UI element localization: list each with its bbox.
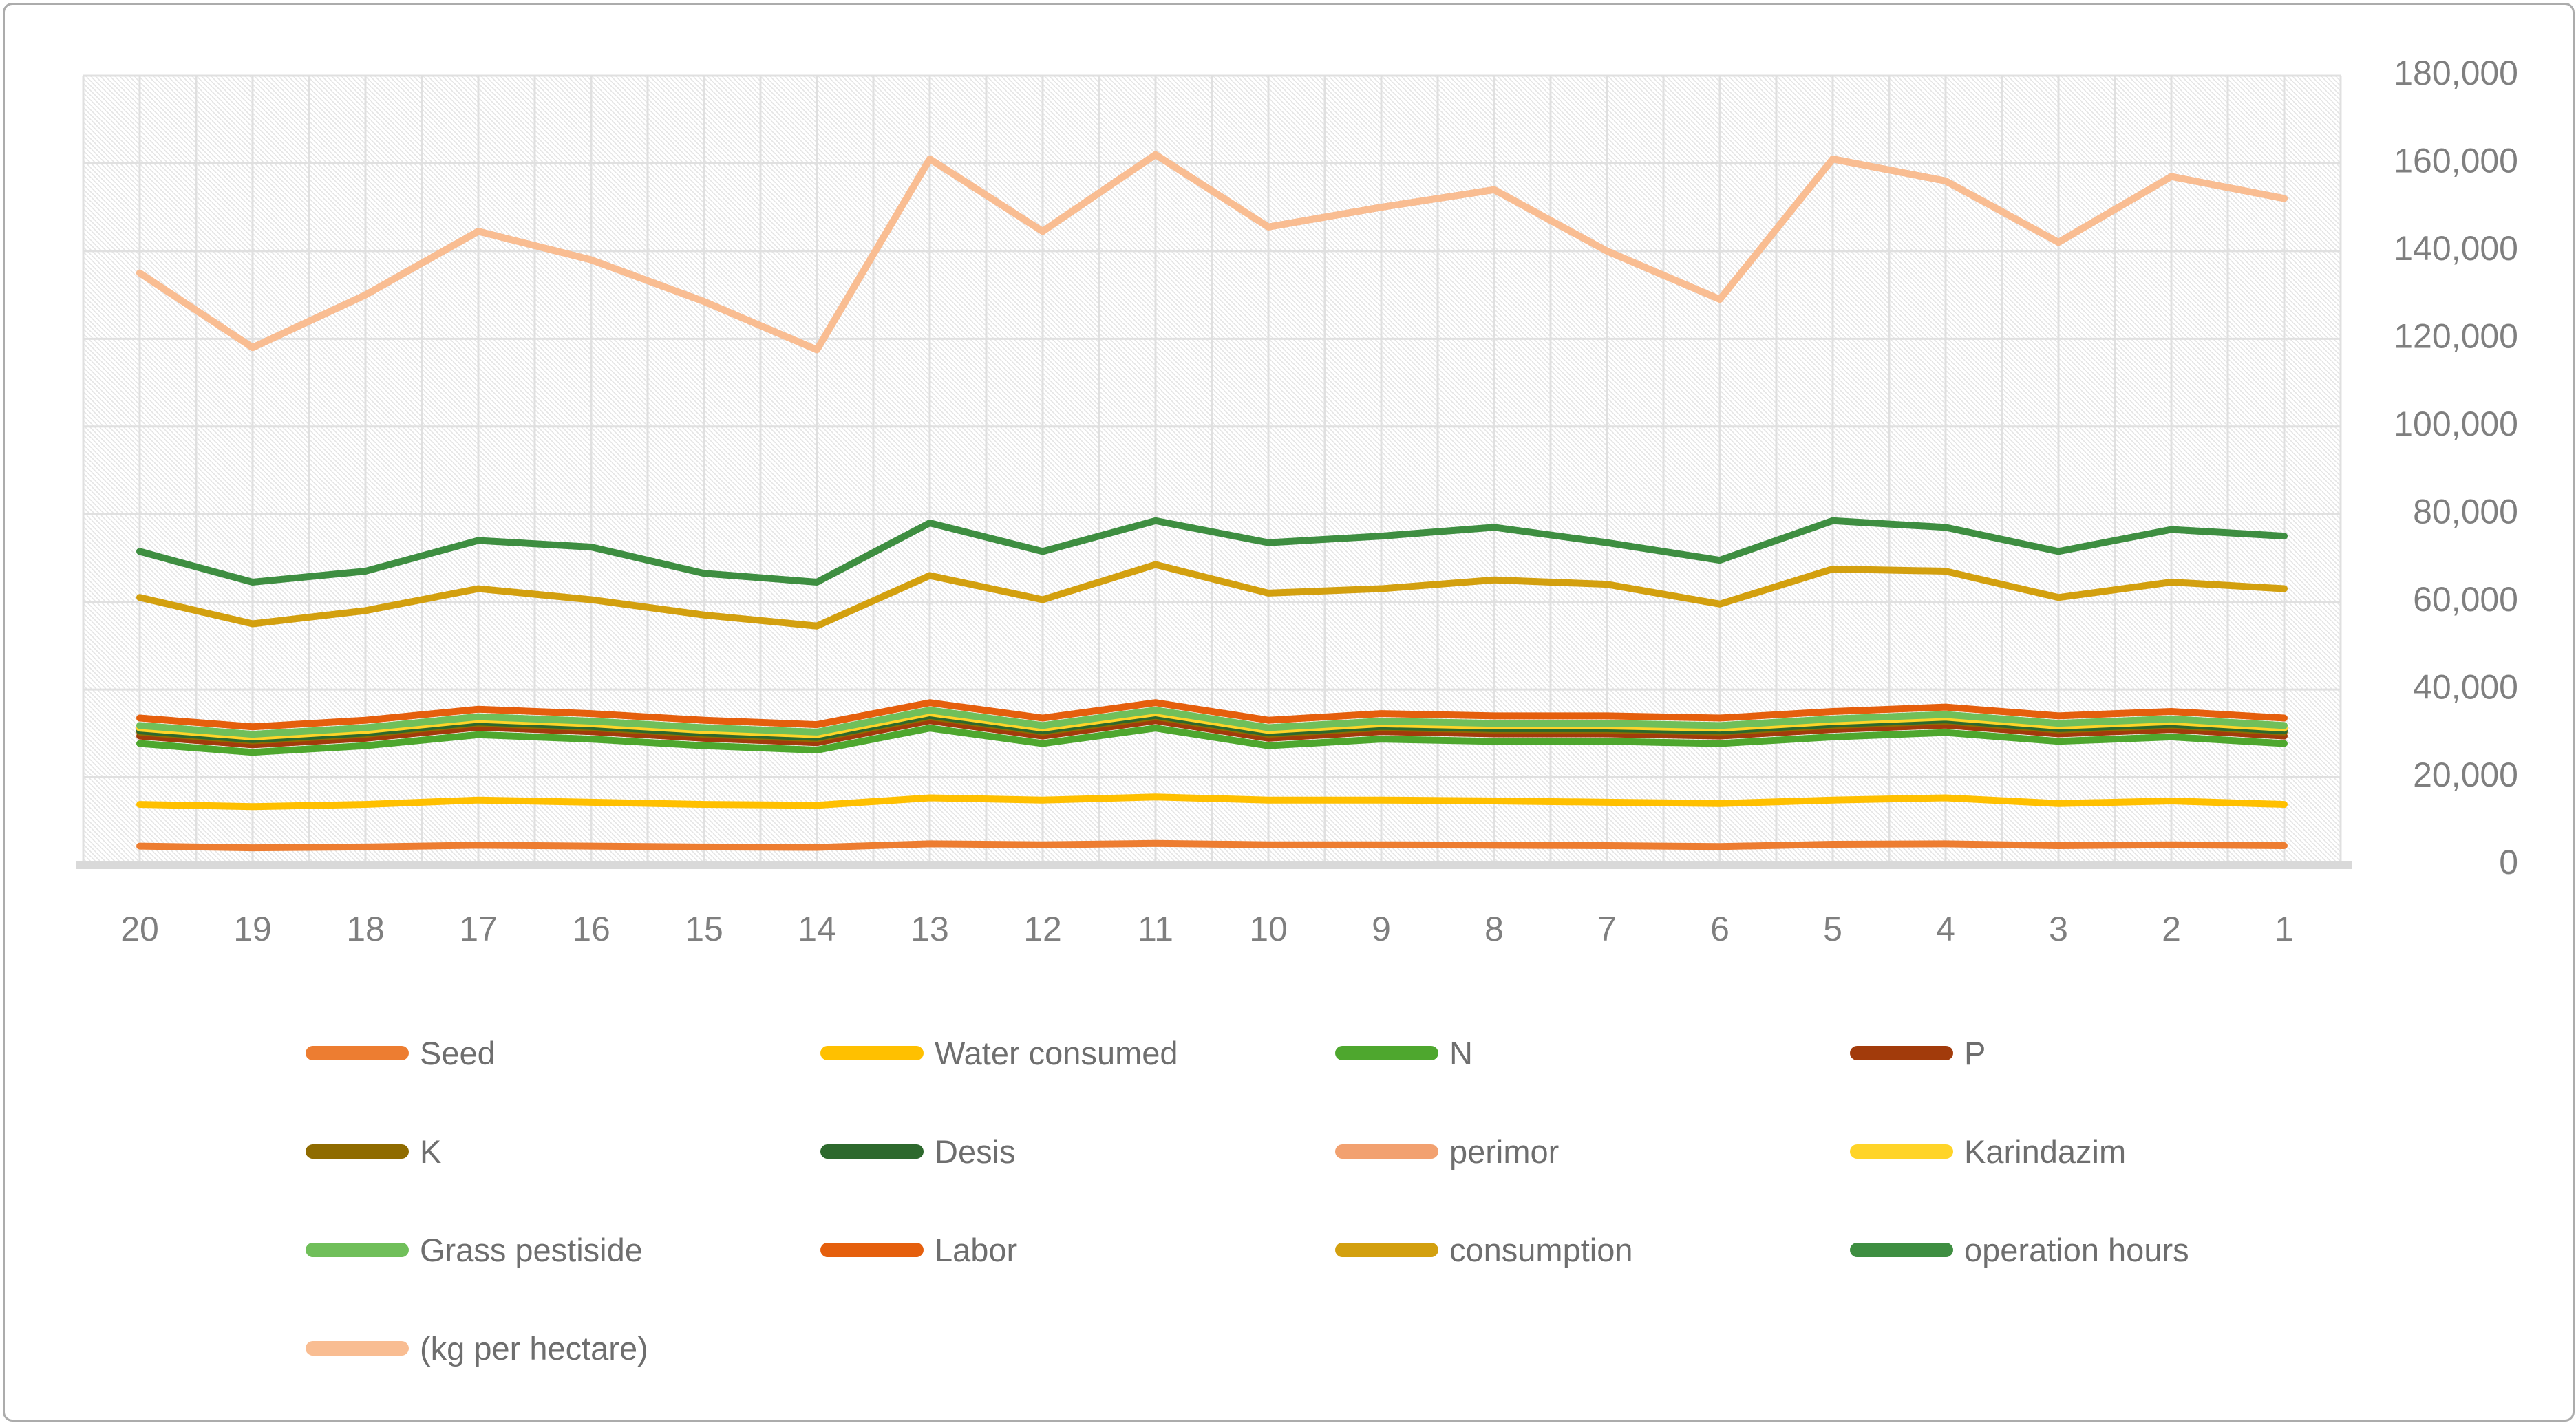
legend-swatch-n [1335, 1046, 1438, 1060]
legend-label: consumption [1449, 1232, 1633, 1268]
y-axis-tick-label: 80,000 [2413, 492, 2518, 531]
y-axis-tick-label: 180,000 [2394, 54, 2518, 92]
x-axis-tick-label: 13 [911, 910, 949, 948]
legend-label: N [1449, 1035, 1473, 1071]
legend-label: Water consumed [935, 1035, 1178, 1071]
x-axis-tick-label: 15 [685, 910, 723, 948]
legend-swatch-k [306, 1144, 409, 1159]
legend-label: P [1964, 1035, 1986, 1071]
legend-item-perimor: perimor [1335, 1102, 1850, 1201]
x-axis-tick-label: 10 [1249, 910, 1288, 948]
y-axis-tick-label: 20,000 [2413, 756, 2518, 794]
y-axis-tick-label: 40,000 [2413, 667, 2518, 706]
series-line-kg-per-hectare [136, 151, 2288, 354]
x-axis-tick-label: 6 [1710, 910, 1729, 948]
legend-label: Labor [935, 1232, 1018, 1268]
x-axis-tick-label: 16 [572, 910, 610, 948]
x-axis-tick-label: 19 [233, 910, 272, 948]
legend-item-kg-per-hectare: (kg per hectare) [306, 1299, 820, 1398]
legend-item-labor: Labor [820, 1201, 1335, 1299]
x-axis-tick-label: 20 [120, 910, 159, 948]
legend-swatch-water-consumed [820, 1046, 924, 1060]
legend-label: operation hours [1964, 1232, 2189, 1268]
x-axis-tick-label: 2 [2162, 910, 2181, 948]
axis-labels: 180,000160,000140,000120,000100,00080,00… [120, 54, 2518, 948]
x-axis-tick-label: 18 [346, 910, 385, 948]
series-line-water-consumed [136, 793, 2288, 811]
legend-item-operation-hours: operation hours [1850, 1201, 2365, 1299]
legend-swatch-consumption [1335, 1243, 1438, 1257]
line-chart: 180,000160,000140,000120,000100,00080,00… [76, 54, 2518, 948]
legend-swatch-labor [820, 1243, 924, 1257]
legend-item-consumption: consumption [1335, 1201, 1850, 1299]
x-axis-tick-label: 5 [1823, 910, 1842, 948]
series-line-n [136, 725, 2288, 756]
y-axis-tick-label: 60,000 [2413, 580, 2518, 619]
series-line-labor [136, 699, 2288, 731]
legend-item-k: K [306, 1102, 820, 1201]
legend-item-n: N [1335, 1004, 1850, 1102]
series-line-consumption [136, 561, 2288, 630]
legend-item-p: P [1850, 1004, 2365, 1102]
legend-swatch-kg-per-hectare [306, 1341, 409, 1356]
legend-swatch-perimor [1335, 1144, 1438, 1159]
x-axis-tick-label: 3 [2049, 910, 2068, 948]
legend-swatch-p [1850, 1046, 1953, 1060]
legend-label: Karindazim [1964, 1133, 2127, 1170]
chart-page: 180,000 160,000 140,000 120,000 100,000 80,00… [3, 3, 2575, 1422]
legend-item-grass-pestiside: Grass pestiside [306, 1201, 820, 1299]
legend-label: K [420, 1133, 442, 1170]
legend-swatch-grass-pestiside [306, 1243, 409, 1257]
y-axis-tick-label: 140,000 [2394, 229, 2518, 268]
x-axis-tick-label: 1 [2275, 910, 2294, 948]
x-axis-tick-label: 8 [1484, 910, 1504, 948]
x-axis-tick-label: 9 [1372, 910, 1391, 948]
y-axis-tick-label: 120,000 [2394, 317, 2518, 356]
series-lines [136, 151, 2288, 852]
legend-label: Seed [420, 1035, 496, 1071]
x-axis-line [76, 861, 2352, 869]
legend-swatch-desis [820, 1144, 924, 1159]
legend-swatch-operation-hours [1850, 1243, 1953, 1257]
legend-item-karindazim: Karindazim [1850, 1102, 2365, 1201]
series-line-seed [136, 839, 2288, 852]
x-axis-tick-label: 7 [1597, 910, 1617, 948]
x-axis-tick-label: 14 [798, 910, 836, 948]
y-axis-tick-label: 100,000 [2394, 405, 2518, 443]
y-axis-tick-label: 0 [2499, 843, 2518, 881]
x-axis-tick-label: 4 [1936, 910, 1955, 948]
legend-label: (kg per hectare) [420, 1330, 648, 1367]
legend-item-water-consumed: Water consumed [820, 1004, 1335, 1102]
x-axis-tick-label: 11 [1138, 910, 1173, 948]
legend-swatch-karindazim [1850, 1144, 1953, 1159]
x-axis-tick-label: 17 [459, 910, 498, 948]
chart-legend: Seed Water consumed N P K Desis perimor Karinda… [306, 1004, 2412, 1398]
legend-label: Grass pestiside [420, 1232, 643, 1268]
legend-label: perimor [1449, 1133, 1560, 1170]
series-line-p [136, 717, 2288, 749]
series-line-operation-hours [136, 517, 2288, 586]
x-axis-tick-label: 12 [1023, 910, 1062, 948]
series-line-grass-pestiside [136, 707, 2288, 738]
legend-item-desis: Desis [820, 1102, 1335, 1201]
y-axis-tick-label: 160,000 [2394, 142, 2518, 180]
legend-swatch-seed [306, 1046, 409, 1060]
legend-label: Desis [935, 1133, 1016, 1170]
legend-item-seed: Seed [306, 1004, 820, 1102]
